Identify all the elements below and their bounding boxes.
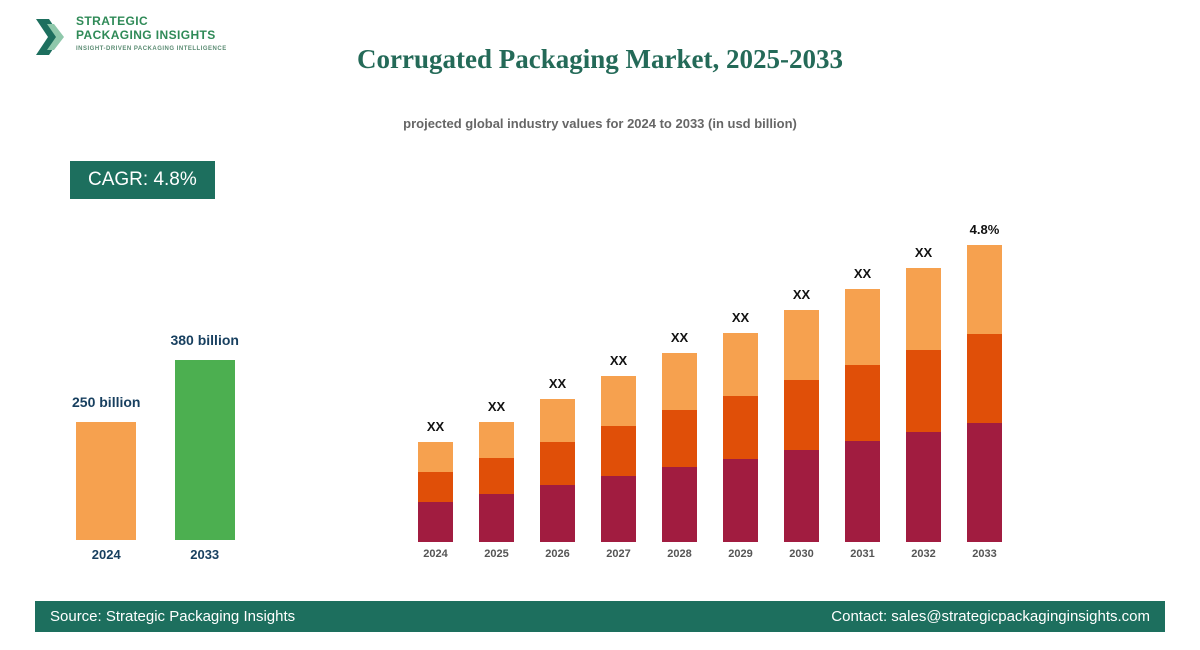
logo-text: STRATEGIC PACKAGING INSIGHTS INSIGHT-DRI…	[76, 14, 227, 52]
bar-value-label: XX	[914, 245, 933, 260]
segment-top	[601, 376, 636, 426]
segment-bottom	[784, 450, 819, 542]
bar-stack	[967, 245, 1002, 542]
bar-value-label: XX	[609, 353, 628, 368]
bar-year-label: 2028	[667, 548, 692, 560]
segment-top	[784, 310, 819, 380]
segment-middle	[967, 334, 1002, 423]
bar-year-label: 2033	[972, 548, 997, 560]
bar-stack	[662, 353, 697, 542]
footer-contact: Contact: sales@strategicpackaginginsight…	[831, 608, 1150, 625]
bar-value-label: XX	[548, 376, 567, 391]
segment-top	[845, 289, 880, 365]
bar-value-label: XX	[792, 287, 811, 302]
segment-middle	[540, 442, 575, 485]
summary-year-label: 2024	[91, 547, 121, 562]
segment-middle	[601, 426, 636, 476]
summary-value-label: 380 billion	[170, 332, 239, 348]
segment-top	[723, 333, 758, 396]
bar-group: XX 2025	[479, 399, 514, 560]
segment-middle	[479, 458, 514, 494]
segment-top	[967, 245, 1002, 334]
bar-value-label: XX	[731, 310, 750, 325]
segment-top	[540, 399, 575, 442]
bar-year-label: 2029	[728, 548, 753, 560]
bar-group: XX 2028	[662, 330, 697, 560]
segment-bottom	[479, 494, 514, 542]
summary-value-label: 250 billion	[72, 394, 141, 410]
bar-year-label: 2025	[484, 548, 509, 560]
bar-value-label: XX	[487, 399, 506, 414]
segment-top	[418, 442, 453, 472]
summary-bar	[76, 422, 137, 540]
bar-group: XX 2029	[723, 310, 758, 560]
bar-year-label: 2026	[545, 548, 570, 560]
stacked-bar-chart: XX 2024 XX 2025 XX 2026 XX 2027 XX 2028 XX 2029 XX 20…	[418, 222, 1002, 560]
bar-stack	[540, 399, 575, 542]
segment-top	[479, 422, 514, 458]
bar-stack	[906, 268, 941, 542]
cagr-badge: CAGR: 4.8%	[70, 161, 215, 199]
summary-bar-chart: 250 billion 2024 380 billion 2033	[72, 332, 239, 562]
footer-bar: Source: Strategic Packaging Insights Con…	[35, 601, 1165, 632]
logo: STRATEGIC PACKAGING INSIGHTS INSIGHT-DRI…	[34, 14, 227, 65]
segment-middle	[418, 472, 453, 502]
segment-top	[906, 268, 941, 350]
bar-stack	[601, 376, 636, 542]
footer-source: Source: Strategic Packaging Insights	[50, 608, 296, 625]
bar-stack	[723, 333, 758, 542]
segment-bottom	[723, 459, 758, 542]
bar-group: XX 2026	[540, 376, 575, 560]
bar-group: XX 2024	[418, 419, 453, 560]
page-subtitle: projected global industry values for 202…	[403, 116, 797, 131]
bar-year-label: 2030	[789, 548, 814, 560]
bar-value-label: 4.8%	[969, 222, 1000, 237]
bar-stack	[784, 310, 819, 542]
segment-bottom	[540, 485, 575, 542]
segment-middle	[845, 365, 880, 441]
bar-group: 4.8% 2033	[967, 222, 1002, 560]
bar-value-label: XX	[670, 330, 689, 345]
logo-line1: STRATEGIC	[76, 14, 149, 28]
segment-bottom	[967, 423, 1002, 542]
bar-stack	[479, 422, 514, 542]
logo-icon	[34, 14, 68, 65]
segment-middle	[784, 380, 819, 450]
segment-bottom	[845, 441, 880, 542]
bar-group: XX 2027	[601, 353, 636, 560]
bar-stack	[845, 289, 880, 542]
logo-tagline: INSIGHT-DRIVEN PACKAGING INTELLIGENCE	[76, 46, 227, 52]
bar-value-label: XX	[426, 419, 445, 434]
bar-group: XX 2031	[845, 266, 880, 560]
summary-year-label: 2033	[190, 547, 220, 562]
bar-group: XX 2032	[906, 245, 941, 560]
segment-top	[662, 353, 697, 410]
bar-stack	[418, 442, 453, 542]
segment-middle	[906, 350, 941, 432]
logo-line2: PACKAGING INSIGHTS	[76, 28, 216, 42]
bar-value-label: XX	[853, 266, 872, 281]
bar-year-label: 2024	[423, 548, 448, 560]
summary-bar-group: 380 billion 2033	[170, 332, 238, 562]
summary-bar	[174, 360, 235, 540]
segment-middle	[662, 410, 697, 467]
bar-year-label: 2027	[606, 548, 631, 560]
segment-bottom	[906, 432, 941, 542]
bar-year-label: 2031	[850, 548, 875, 560]
segment-bottom	[601, 476, 636, 542]
page-title: Corrugated Packaging Market, 2025-2033	[357, 44, 843, 74]
summary-bar-group: 250 billion 2024	[72, 394, 140, 562]
segment-middle	[723, 396, 758, 459]
bar-group: XX 2030	[784, 287, 819, 560]
segment-bottom	[418, 502, 453, 542]
segment-bottom	[662, 467, 697, 542]
bar-year-label: 2032	[911, 548, 936, 560]
